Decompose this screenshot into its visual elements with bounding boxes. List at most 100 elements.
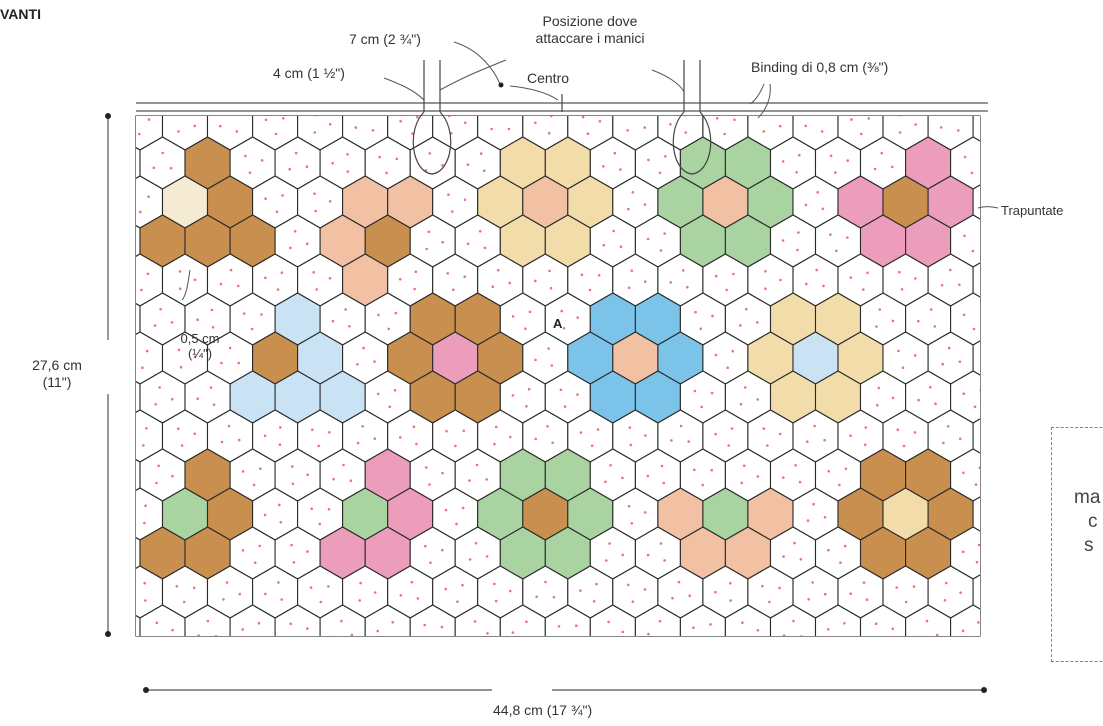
fabric-dot xyxy=(663,232,666,235)
fabric-dot xyxy=(978,466,980,469)
fabric-dot xyxy=(340,619,343,623)
fabric-dot xyxy=(441,471,444,475)
fabric-dot xyxy=(248,171,252,174)
fabric-dot xyxy=(461,506,465,510)
fabric-dot xyxy=(576,316,579,319)
fabric-dot xyxy=(644,434,647,437)
section-title: VANTI xyxy=(0,6,41,22)
fabric-dot xyxy=(428,483,431,486)
fabric-dot xyxy=(981,158,984,161)
fabric-dot xyxy=(781,239,785,242)
fabric-dot xyxy=(511,631,515,634)
fabric-dot xyxy=(333,635,336,636)
fabric-dot xyxy=(139,210,142,214)
fabric-dot xyxy=(782,555,785,558)
hexagon-patch xyxy=(136,459,141,491)
fabric-dot xyxy=(997,503,1000,506)
fabric-dot xyxy=(158,386,161,389)
fabric-dot xyxy=(493,442,496,446)
hexagon-patch xyxy=(972,262,980,298)
fabric-dot xyxy=(630,522,634,525)
fabric-dot xyxy=(941,362,944,366)
fabric-dot xyxy=(129,591,132,594)
fabric-dot xyxy=(546,425,549,428)
fabric-dot xyxy=(315,288,319,291)
fabric-dot xyxy=(358,599,362,602)
fabric-dot xyxy=(237,361,240,365)
fabric-dot xyxy=(470,637,473,640)
fabric-dot xyxy=(491,285,495,289)
fabric-dot xyxy=(575,624,578,627)
fabric-dot xyxy=(305,88,308,91)
fabric-dot xyxy=(711,314,714,318)
fabric-dot xyxy=(928,385,932,389)
fabric-dot xyxy=(311,428,314,432)
fabric-dot xyxy=(146,272,150,276)
fabric-dot xyxy=(984,436,987,439)
fabric-dot xyxy=(822,284,825,288)
leader-lines xyxy=(181,41,999,301)
fabric-dot xyxy=(356,363,359,366)
fabric-dot xyxy=(544,580,547,584)
fabric-dot xyxy=(961,550,965,554)
fabric-dot xyxy=(92,581,95,584)
fabric-dot xyxy=(977,638,980,641)
fabric-dot xyxy=(970,171,974,175)
fabric-dot xyxy=(782,81,785,84)
fabric-dot xyxy=(1015,74,1018,77)
fabric-dot xyxy=(643,511,647,514)
fabric-dot xyxy=(306,627,309,630)
fabric-dot xyxy=(192,586,196,590)
hexagon-patch xyxy=(73,488,118,540)
fabric-dot xyxy=(874,622,878,625)
fabric-dot xyxy=(796,248,799,252)
fabric-dot xyxy=(346,170,350,173)
fabric-dot xyxy=(700,405,703,409)
fabric-dot xyxy=(154,403,157,406)
fabric-dot xyxy=(849,592,852,595)
fabric-dot xyxy=(687,440,690,443)
fabric-dot xyxy=(447,193,450,196)
fabric-dot xyxy=(804,203,808,207)
fabric-dot xyxy=(684,131,687,134)
fabric-dot xyxy=(663,559,666,562)
fabric-dot xyxy=(630,269,634,273)
fabric-dot xyxy=(792,619,795,623)
fabric-dot xyxy=(456,600,459,603)
fabric-dot xyxy=(346,93,349,96)
fabric-dot xyxy=(493,582,496,586)
handle-position-line-2: attaccare i manici xyxy=(535,30,645,46)
fabric-dot xyxy=(551,441,554,445)
fabric-dot xyxy=(177,130,180,133)
fabric-dot xyxy=(962,392,965,396)
fabric-dot xyxy=(739,324,742,327)
fabric-dot xyxy=(393,389,397,392)
fabric-dot xyxy=(250,327,254,331)
fabric-dot xyxy=(846,159,849,162)
fabric-dot xyxy=(843,622,846,625)
fabric-dot xyxy=(913,354,917,357)
hexagon-patch xyxy=(996,293,1041,345)
fabric-dot xyxy=(742,464,746,468)
fabric-dot xyxy=(111,92,114,95)
fabric-dot xyxy=(395,157,399,161)
fabric-dot xyxy=(1027,395,1030,398)
hexagon-patch xyxy=(972,496,980,532)
fabric-dot xyxy=(779,278,782,282)
fabric-dot xyxy=(1011,248,1014,251)
fabric-dot xyxy=(647,158,650,162)
fabric-dot xyxy=(263,434,267,438)
fabric-dot xyxy=(891,396,895,400)
fabric-dot xyxy=(659,249,663,252)
fabric-dot xyxy=(482,92,485,95)
fabric-dot xyxy=(659,542,663,545)
fabric-dot xyxy=(84,281,87,284)
marker-a-label: A xyxy=(553,316,563,331)
fabric-dot xyxy=(658,619,662,623)
fabric-dot xyxy=(1002,597,1005,600)
fabric-dot xyxy=(811,581,814,584)
fabric-dot xyxy=(344,308,347,311)
fabric-dot xyxy=(114,328,117,331)
hexagon-patch xyxy=(996,371,1041,423)
fabric-dot xyxy=(441,548,444,552)
